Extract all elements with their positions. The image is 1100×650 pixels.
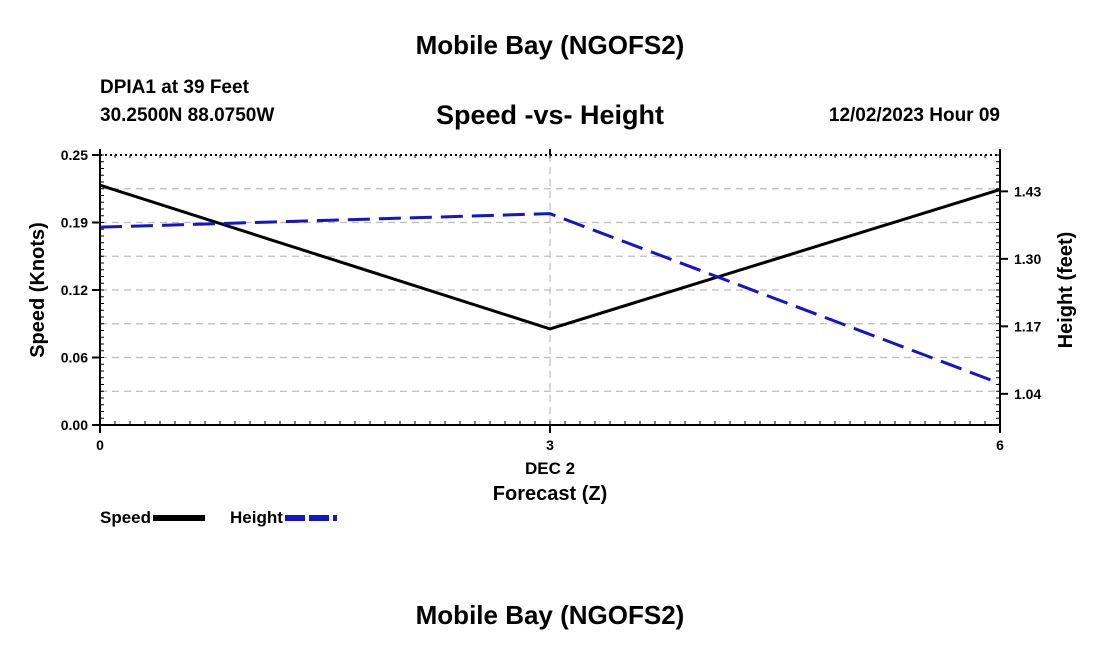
forecast-datetime: 12/02/2023 Hour 09 bbox=[828, 105, 1000, 126]
y-right-axis-label: Height (feet) bbox=[1055, 232, 1077, 349]
station-coordinates: 30.2500N 88.0750W bbox=[100, 105, 275, 126]
y-left-tick-label: 0.12 bbox=[61, 282, 88, 298]
grid-lines bbox=[100, 155, 1000, 425]
y-left-tick-label: 0.06 bbox=[61, 350, 88, 366]
y-left-tick-label: 0.25 bbox=[61, 147, 88, 163]
legend-swatch-height bbox=[284, 515, 337, 521]
y-right-tick-label: 1.43 bbox=[1014, 183, 1041, 199]
legend-label-speed: Speed bbox=[100, 508, 152, 527]
y-right-tick-label: 1.04 bbox=[1014, 386, 1041, 402]
chart-main-title: Mobile Bay (NGOFS2) bbox=[415, 30, 685, 60]
legend-swatch-speed bbox=[153, 515, 206, 521]
y-left-tick-label: 0.19 bbox=[61, 215, 88, 231]
x-day-label: DEC 2 bbox=[525, 459, 575, 478]
x-tick-label: 0 bbox=[96, 437, 104, 453]
legend-item-speed: Speed bbox=[100, 508, 206, 528]
y-left-tick-label: 0.00 bbox=[61, 417, 88, 433]
x-tick-label: 6 bbox=[996, 437, 1004, 453]
chart-subtitle: Speed -vs- Height bbox=[435, 100, 665, 130]
axes: 0.00 0.06 0.12 0.19 0.25 1.04 1.17 1.30 1.43 0 3 6 bbox=[61, 147, 1042, 453]
legend-label-height: Height bbox=[230, 508, 283, 527]
y-right-tick-label: 1.30 bbox=[1014, 251, 1041, 267]
station-label: DPIA1 at 39 Feet bbox=[100, 77, 249, 98]
y-left-axis-label: Speed (Knots) bbox=[27, 222, 49, 358]
y-right-tick-label: 1.17 bbox=[1014, 318, 1041, 334]
x-axis-label: Forecast (Z) bbox=[493, 483, 607, 505]
x-tick-label: 3 bbox=[546, 437, 554, 453]
footer-title: Mobile Bay (NGOFS2) bbox=[415, 600, 685, 630]
legend-item-height: Height bbox=[230, 508, 337, 528]
